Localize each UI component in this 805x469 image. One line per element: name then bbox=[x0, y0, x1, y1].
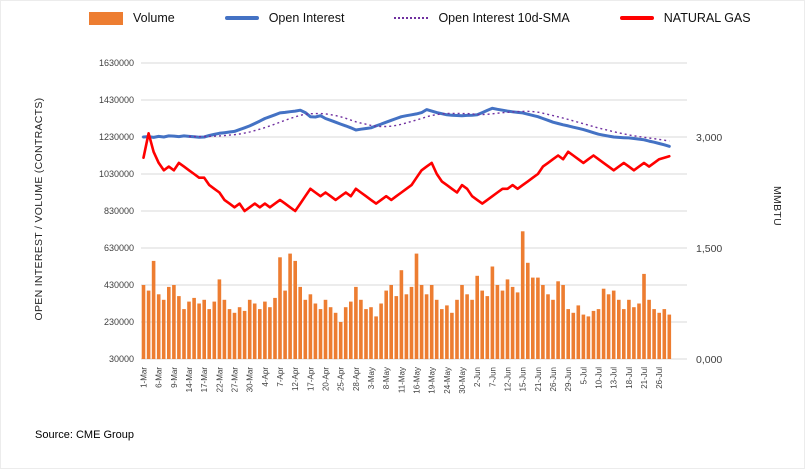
svg-text:830000: 830000 bbox=[104, 206, 134, 216]
svg-text:18-Jul: 18-Jul bbox=[625, 367, 634, 389]
svg-text:14-Mar: 14-Mar bbox=[185, 367, 194, 393]
left-axis-labels: 30000 230000 430000 630000 830000 1030000 1230… bbox=[99, 58, 134, 364]
svg-text:11-May: 11-May bbox=[397, 367, 406, 393]
svg-text:26-Jun: 26-Jun bbox=[549, 367, 558, 391]
svg-text:0,000: 0,000 bbox=[696, 354, 722, 366]
svg-text:9-Mar: 9-Mar bbox=[170, 367, 179, 388]
open-interest-swatch-icon bbox=[224, 16, 259, 20]
x-axis-labels: 1-Mar 6-Mar 9-Mar 14-Mar 17-Mar 22-Mar 27-Mar 3… bbox=[140, 367, 665, 394]
legend-item-natural-gas: NATURAL GAS bbox=[619, 11, 751, 25]
svg-text:1,500: 1,500 bbox=[696, 243, 722, 255]
svg-text:30-Mar: 30-Mar bbox=[246, 367, 255, 393]
svg-text:1230000: 1230000 bbox=[99, 132, 134, 142]
volume-swatch-icon bbox=[89, 11, 123, 25]
svg-text:30000: 30000 bbox=[109, 354, 134, 364]
open-interest-sma-swatch-icon bbox=[394, 17, 429, 19]
svg-text:3-May: 3-May bbox=[367, 367, 376, 389]
legend-label-natural-gas: NATURAL GAS bbox=[663, 11, 751, 25]
svg-text:21-Jul: 21-Jul bbox=[640, 367, 649, 389]
legend-item-volume: Volume bbox=[89, 11, 175, 25]
svg-text:1-Mar: 1-Mar bbox=[140, 367, 149, 388]
svg-text:2-Jun: 2-Jun bbox=[473, 367, 482, 387]
svg-text:10-Jul: 10-Jul bbox=[595, 367, 604, 389]
svg-text:25-Apr: 25-Apr bbox=[337, 367, 346, 391]
svg-text:12-Jun: 12-Jun bbox=[504, 367, 513, 391]
svg-text:17-Apr: 17-Apr bbox=[306, 367, 315, 391]
svg-text:4-Apr: 4-Apr bbox=[261, 367, 270, 387]
svg-text:20-Apr: 20-Apr bbox=[322, 367, 331, 391]
svg-text:3,000: 3,000 bbox=[696, 132, 722, 144]
legend-label-volume: Volume bbox=[133, 11, 175, 25]
legend-item-open-interest-sma: Open Interest 10d-SMA bbox=[394, 11, 570, 25]
svg-text:8-May: 8-May bbox=[382, 367, 391, 389]
source-note: Source: CME Group bbox=[35, 429, 135, 441]
svg-text:26-Jul: 26-Jul bbox=[655, 367, 664, 389]
svg-text:5-Jul: 5-Jul bbox=[579, 367, 588, 385]
svg-text:15-Jun: 15-Jun bbox=[519, 367, 528, 391]
volume-bars bbox=[141, 231, 672, 360]
gridlines bbox=[141, 62, 687, 360]
svg-text:16-May: 16-May bbox=[413, 367, 422, 394]
open-interest-line bbox=[142, 106, 671, 148]
svg-text:1030000: 1030000 bbox=[99, 169, 134, 179]
svg-text:29-Jun: 29-Jun bbox=[564, 367, 573, 391]
open-interest-sma-line bbox=[189, 110, 670, 142]
svg-text:30-May: 30-May bbox=[458, 367, 467, 394]
svg-text:28-Apr: 28-Apr bbox=[352, 367, 361, 391]
svg-text:6-Mar: 6-Mar bbox=[155, 367, 164, 388]
svg-text:630000: 630000 bbox=[104, 243, 134, 253]
legend-label-open-interest-sma: Open Interest 10d-SMA bbox=[438, 11, 570, 25]
svg-text:230000: 230000 bbox=[104, 317, 134, 327]
legend-item-open-interest: Open Interest bbox=[224, 11, 345, 25]
chart-legend: Volume Open Interest Open Interest 10d-S… bbox=[89, 11, 751, 25]
svg-text:19-May: 19-May bbox=[428, 367, 437, 394]
svg-text:1430000: 1430000 bbox=[99, 95, 134, 105]
right-axis-labels: 0,000 1,500 3,000 bbox=[696, 132, 722, 366]
legend-label-open-interest: Open Interest bbox=[268, 11, 345, 25]
natural-gas-line bbox=[142, 132, 671, 213]
svg-text:7-Apr: 7-Apr bbox=[276, 367, 285, 387]
svg-text:21-Jun: 21-Jun bbox=[534, 367, 543, 391]
svg-text:27-Mar: 27-Mar bbox=[231, 367, 240, 393]
chart-canvas: 30000 230000 430000 630000 830000 1030000 1230… bbox=[99, 58, 722, 394]
svg-text:430000: 430000 bbox=[104, 280, 134, 290]
svg-text:22-Mar: 22-Mar bbox=[215, 367, 224, 393]
svg-text:12-Apr: 12-Apr bbox=[291, 367, 300, 391]
svg-text:7-Jun: 7-Jun bbox=[488, 367, 497, 387]
svg-text:13-Jul: 13-Jul bbox=[610, 367, 619, 389]
svg-text:1630000: 1630000 bbox=[99, 58, 134, 68]
svg-text:24-May: 24-May bbox=[443, 367, 452, 394]
svg-text:17-Mar: 17-Mar bbox=[200, 367, 209, 393]
natural-gas-swatch-icon bbox=[619, 16, 654, 20]
